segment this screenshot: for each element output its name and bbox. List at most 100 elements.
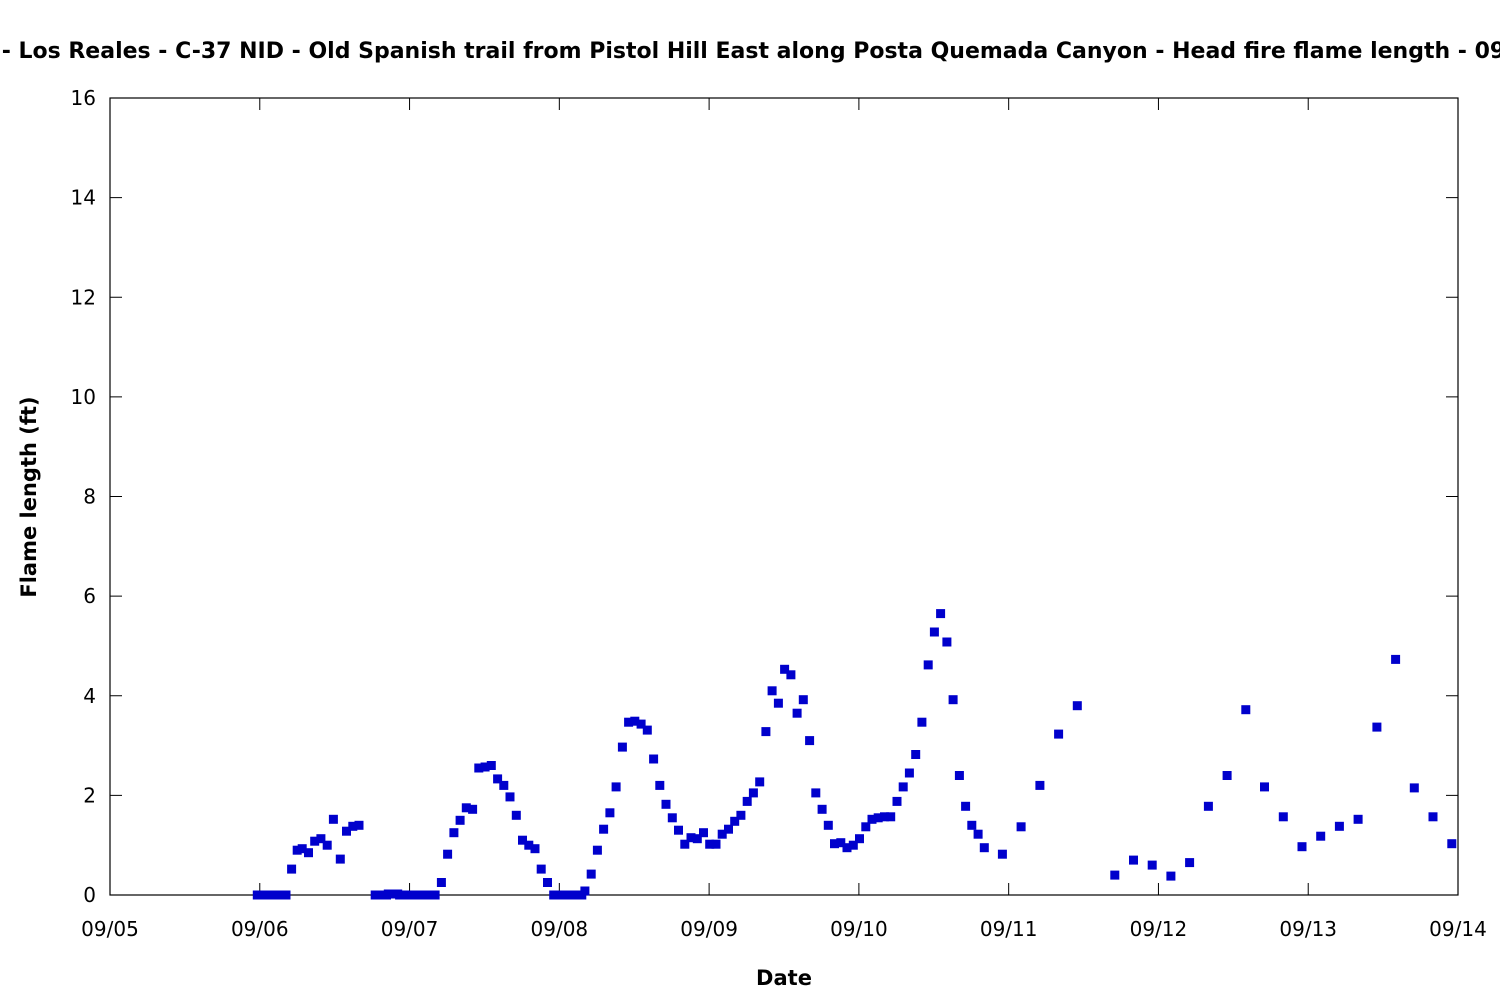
y-tick-label: 14 (71, 186, 96, 210)
data-point (474, 763, 484, 773)
data-point (674, 825, 683, 835)
data-point (1016, 822, 1026, 832)
data-point (917, 717, 927, 727)
data-point (642, 725, 652, 735)
data-point (599, 824, 609, 834)
x-tick-label: 09/06 (231, 917, 289, 941)
data-point (1129, 855, 1138, 865)
x-tick-label: 09/11 (980, 917, 1038, 941)
data-point (867, 814, 877, 824)
data-point (1185, 858, 1195, 868)
data-point (1110, 870, 1120, 880)
data-point (287, 864, 297, 874)
x-axis-label: Date (756, 966, 812, 990)
data-point (798, 695, 808, 705)
data-point (348, 821, 358, 831)
data-point (811, 788, 821, 798)
data-point (592, 845, 602, 855)
data-point (630, 716, 640, 726)
data-point (923, 660, 933, 670)
data-point (461, 803, 471, 813)
data-point (649, 754, 659, 764)
data-point (1166, 871, 1176, 881)
data-point (449, 828, 459, 838)
data-point (1035, 780, 1045, 790)
data-point (1054, 729, 1064, 739)
x-tick-label: 09/05 (81, 917, 139, 941)
y-tick-label: 8 (83, 485, 96, 509)
data-point (911, 750, 921, 759)
data-point (705, 839, 715, 849)
data-point (536, 864, 546, 874)
data-point (1278, 812, 1288, 822)
data-point (1353, 814, 1363, 824)
data-point (328, 814, 338, 824)
data-point (780, 664, 790, 674)
data-point (805, 736, 815, 746)
data-point (1222, 771, 1232, 780)
data-point (605, 808, 615, 818)
y-axis-label: Flame length (ft) (17, 396, 41, 597)
data-point (761, 727, 771, 737)
data-point (543, 878, 552, 887)
data-point (717, 829, 727, 839)
data-point (892, 796, 902, 806)
data-point (936, 609, 946, 619)
data-point (443, 849, 453, 859)
data-point (686, 833, 696, 843)
data-point (842, 843, 852, 853)
data-point (1391, 654, 1401, 664)
data-point (742, 796, 752, 806)
data-point (817, 804, 827, 814)
data-point (848, 840, 858, 850)
data-points (252, 609, 1457, 900)
data-point (973, 829, 983, 839)
data-point (310, 836, 320, 846)
data-point (954, 771, 964, 780)
data-point (861, 822, 871, 832)
data-point (942, 637, 952, 647)
data-point (530, 844, 540, 854)
data-point (1260, 782, 1269, 792)
y-tick-label: 16 (71, 86, 96, 110)
data-point (773, 698, 783, 708)
data-point (961, 801, 971, 811)
data-point (636, 719, 646, 729)
data-point (699, 828, 708, 838)
data-point (997, 849, 1007, 859)
data-point (1334, 821, 1344, 831)
data-point (786, 670, 796, 680)
data-point (316, 834, 326, 844)
data-point (1297, 842, 1307, 852)
x-tick-label: 09/12 (1130, 917, 1188, 941)
data-point (948, 695, 958, 705)
data-point (511, 810, 521, 820)
data-point (624, 717, 634, 727)
data-point (1428, 812, 1438, 822)
x-tick-label: 09/07 (381, 917, 439, 941)
data-point (1409, 783, 1419, 793)
data-point (518, 835, 527, 845)
data-point (904, 768, 914, 778)
data-point (580, 886, 590, 896)
data-point (1372, 722, 1382, 732)
data-point (493, 774, 503, 784)
data-point (1241, 705, 1251, 715)
data-point (486, 761, 496, 770)
data-point (611, 782, 621, 792)
x-axis: 09/05 09/06 09/07 09/08 09/09 09/10 09/11 09/12… (81, 98, 1487, 941)
data-point (1072, 701, 1082, 711)
data-point (1147, 860, 1157, 870)
data-point (1447, 839, 1457, 849)
data-point (880, 812, 889, 822)
data-point (724, 824, 733, 834)
data-point (823, 820, 833, 830)
data-point (667, 813, 677, 823)
data-point (342, 826, 351, 836)
data-point (354, 820, 364, 830)
y-tick-label: 2 (83, 783, 96, 807)
y-tick-label: 0 (83, 883, 96, 907)
data-point (680, 839, 690, 849)
